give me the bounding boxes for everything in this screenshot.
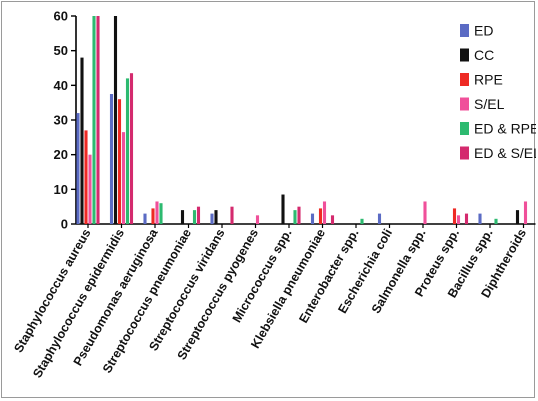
bar (322, 201, 327, 224)
bar (192, 210, 197, 224)
bar (159, 203, 163, 224)
legend-swatch (460, 73, 469, 86)
legend-label: CC (474, 47, 494, 63)
bar (494, 218, 498, 224)
legend-label: RPE (474, 72, 503, 88)
bar (456, 215, 461, 224)
bar (214, 210, 218, 224)
bar (318, 208, 323, 224)
bar (360, 218, 364, 224)
y-tick-label: 40 (54, 78, 68, 93)
bar (523, 201, 528, 224)
legend-label: S/EL (474, 96, 505, 112)
bar (330, 215, 335, 224)
y-tick-label: 60 (54, 9, 68, 24)
bar (92, 16, 96, 224)
legend-label: ED (474, 23, 493, 39)
bar (109, 94, 114, 224)
x-category-label: Enterobacter spp. (296, 227, 361, 326)
legend-swatch (460, 48, 469, 62)
bar (143, 213, 147, 224)
y-tick-label: 30 (54, 113, 68, 128)
bar (84, 130, 88, 224)
bar (310, 213, 315, 224)
y-tick-label: 0 (61, 217, 68, 232)
bar (151, 208, 155, 224)
bar (423, 201, 427, 224)
bar (121, 132, 126, 224)
legend-swatch (460, 24, 469, 37)
bar (515, 210, 520, 224)
bar (196, 206, 201, 224)
bar (96, 16, 100, 224)
bar (125, 78, 130, 225)
y-tick-label: 10 (54, 182, 68, 197)
bar (210, 213, 214, 224)
bar (180, 210, 185, 224)
bar (129, 73, 134, 224)
bar (377, 213, 382, 224)
bar (230, 206, 234, 224)
bar (464, 213, 469, 224)
bar (80, 57, 84, 224)
legend-swatch (460, 146, 469, 160)
bar (281, 194, 285, 224)
legend-swatch (460, 97, 469, 111)
bar (478, 213, 482, 224)
bar (88, 154, 92, 224)
y-tick-label: 50 (54, 43, 68, 58)
y-tick-label: 20 (54, 147, 68, 162)
bar (293, 210, 297, 224)
legend-swatch (460, 122, 469, 135)
legend-label: ED & S/EL (474, 145, 536, 161)
bar (155, 201, 159, 224)
bar (117, 99, 122, 224)
bar (452, 208, 457, 224)
bar (297, 206, 301, 224)
bar (76, 113, 80, 224)
legend-label: ED & RPE (474, 121, 536, 137)
bar (113, 16, 118, 224)
bar (255, 215, 260, 224)
